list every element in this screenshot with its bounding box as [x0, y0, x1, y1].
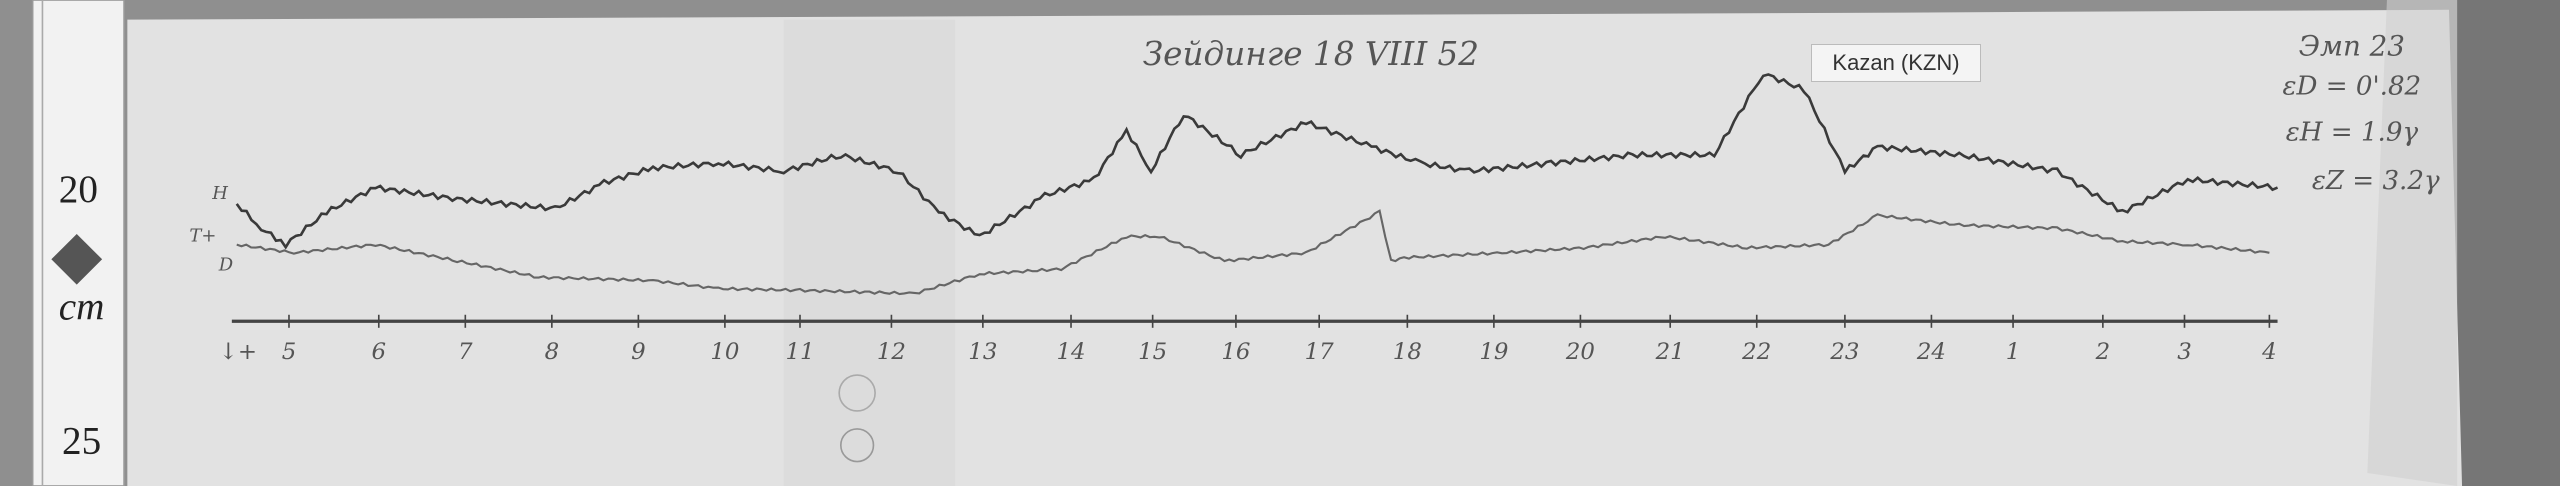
- tick-label: 10: [710, 339, 739, 365]
- tick-label: 16: [1221, 339, 1250, 365]
- glass-plate-edge: [2367, 0, 2458, 486]
- tick-label: 23: [1829, 339, 1859, 365]
- axis-start-label: ↓+: [219, 339, 257, 365]
- tick-label: 2: [2095, 339, 2111, 365]
- tick-label: 11: [785, 339, 814, 365]
- paper-sheet: [127, 9, 2463, 486]
- hole-mark: [838, 374, 876, 412]
- ruler-logo-icon: [51, 233, 103, 285]
- ruler-mark-25: 25: [62, 419, 101, 462]
- tick-label: 13: [968, 339, 997, 365]
- station-label: Kazan (KZN): [1811, 44, 1981, 82]
- trace-label-h: H: [211, 183, 228, 204]
- trace-label-d: D: [218, 255, 233, 276]
- trace-label-t: T+: [189, 225, 216, 246]
- tick-label: 22: [1741, 339, 1771, 365]
- tick-label: 18: [1393, 339, 1422, 365]
- tick-label: 17: [1305, 339, 1335, 365]
- tick-label: 24: [1916, 339, 1946, 365]
- scale-title: Эмп 23: [2299, 29, 2405, 62]
- ruler-mark-20: 20: [59, 168, 98, 211]
- dark-edge: [2457, 0, 2560, 486]
- scale-line-z: εZ = 3.2γ: [2312, 166, 2440, 196]
- hole-mark: [840, 428, 875, 463]
- scale-line-d: εD = 0'.82: [2282, 72, 2421, 102]
- tick-label: 7: [458, 339, 473, 365]
- tick-label: 5: [282, 339, 297, 365]
- tick-label: 20: [1565, 339, 1595, 365]
- handwritten-title: Зейдинге 18 VIII 52: [1143, 35, 1479, 73]
- tick-label: 21: [1655, 339, 1685, 365]
- tick-label: 9: [631, 339, 646, 365]
- time-ticks: 5 6 7 8 9 10 11 12 13 14 15 16 17 18 19 20 21 22 23 24 1 2 3 4: [282, 314, 2277, 365]
- ruler-unit: cm: [59, 286, 105, 329]
- trace-d-line: [236, 209, 2270, 296]
- tick-label: 1: [2006, 339, 2021, 365]
- trace-h-line: [235, 73, 2279, 250]
- tick-label: 12: [877, 339, 906, 365]
- tick-label: 4: [2261, 339, 2277, 365]
- tick-label: 3: [2177, 339, 2192, 365]
- tick-label: 19: [1479, 339, 1508, 365]
- tick-label: 15: [1138, 339, 1167, 365]
- scale-line-h: εH = 1.9γ: [2286, 117, 2419, 147]
- tape-strip: [783, 19, 956, 486]
- tick-label: 8: [545, 339, 560, 365]
- tick-label: 14: [1056, 339, 1085, 365]
- tick-label: 6: [372, 339, 387, 365]
